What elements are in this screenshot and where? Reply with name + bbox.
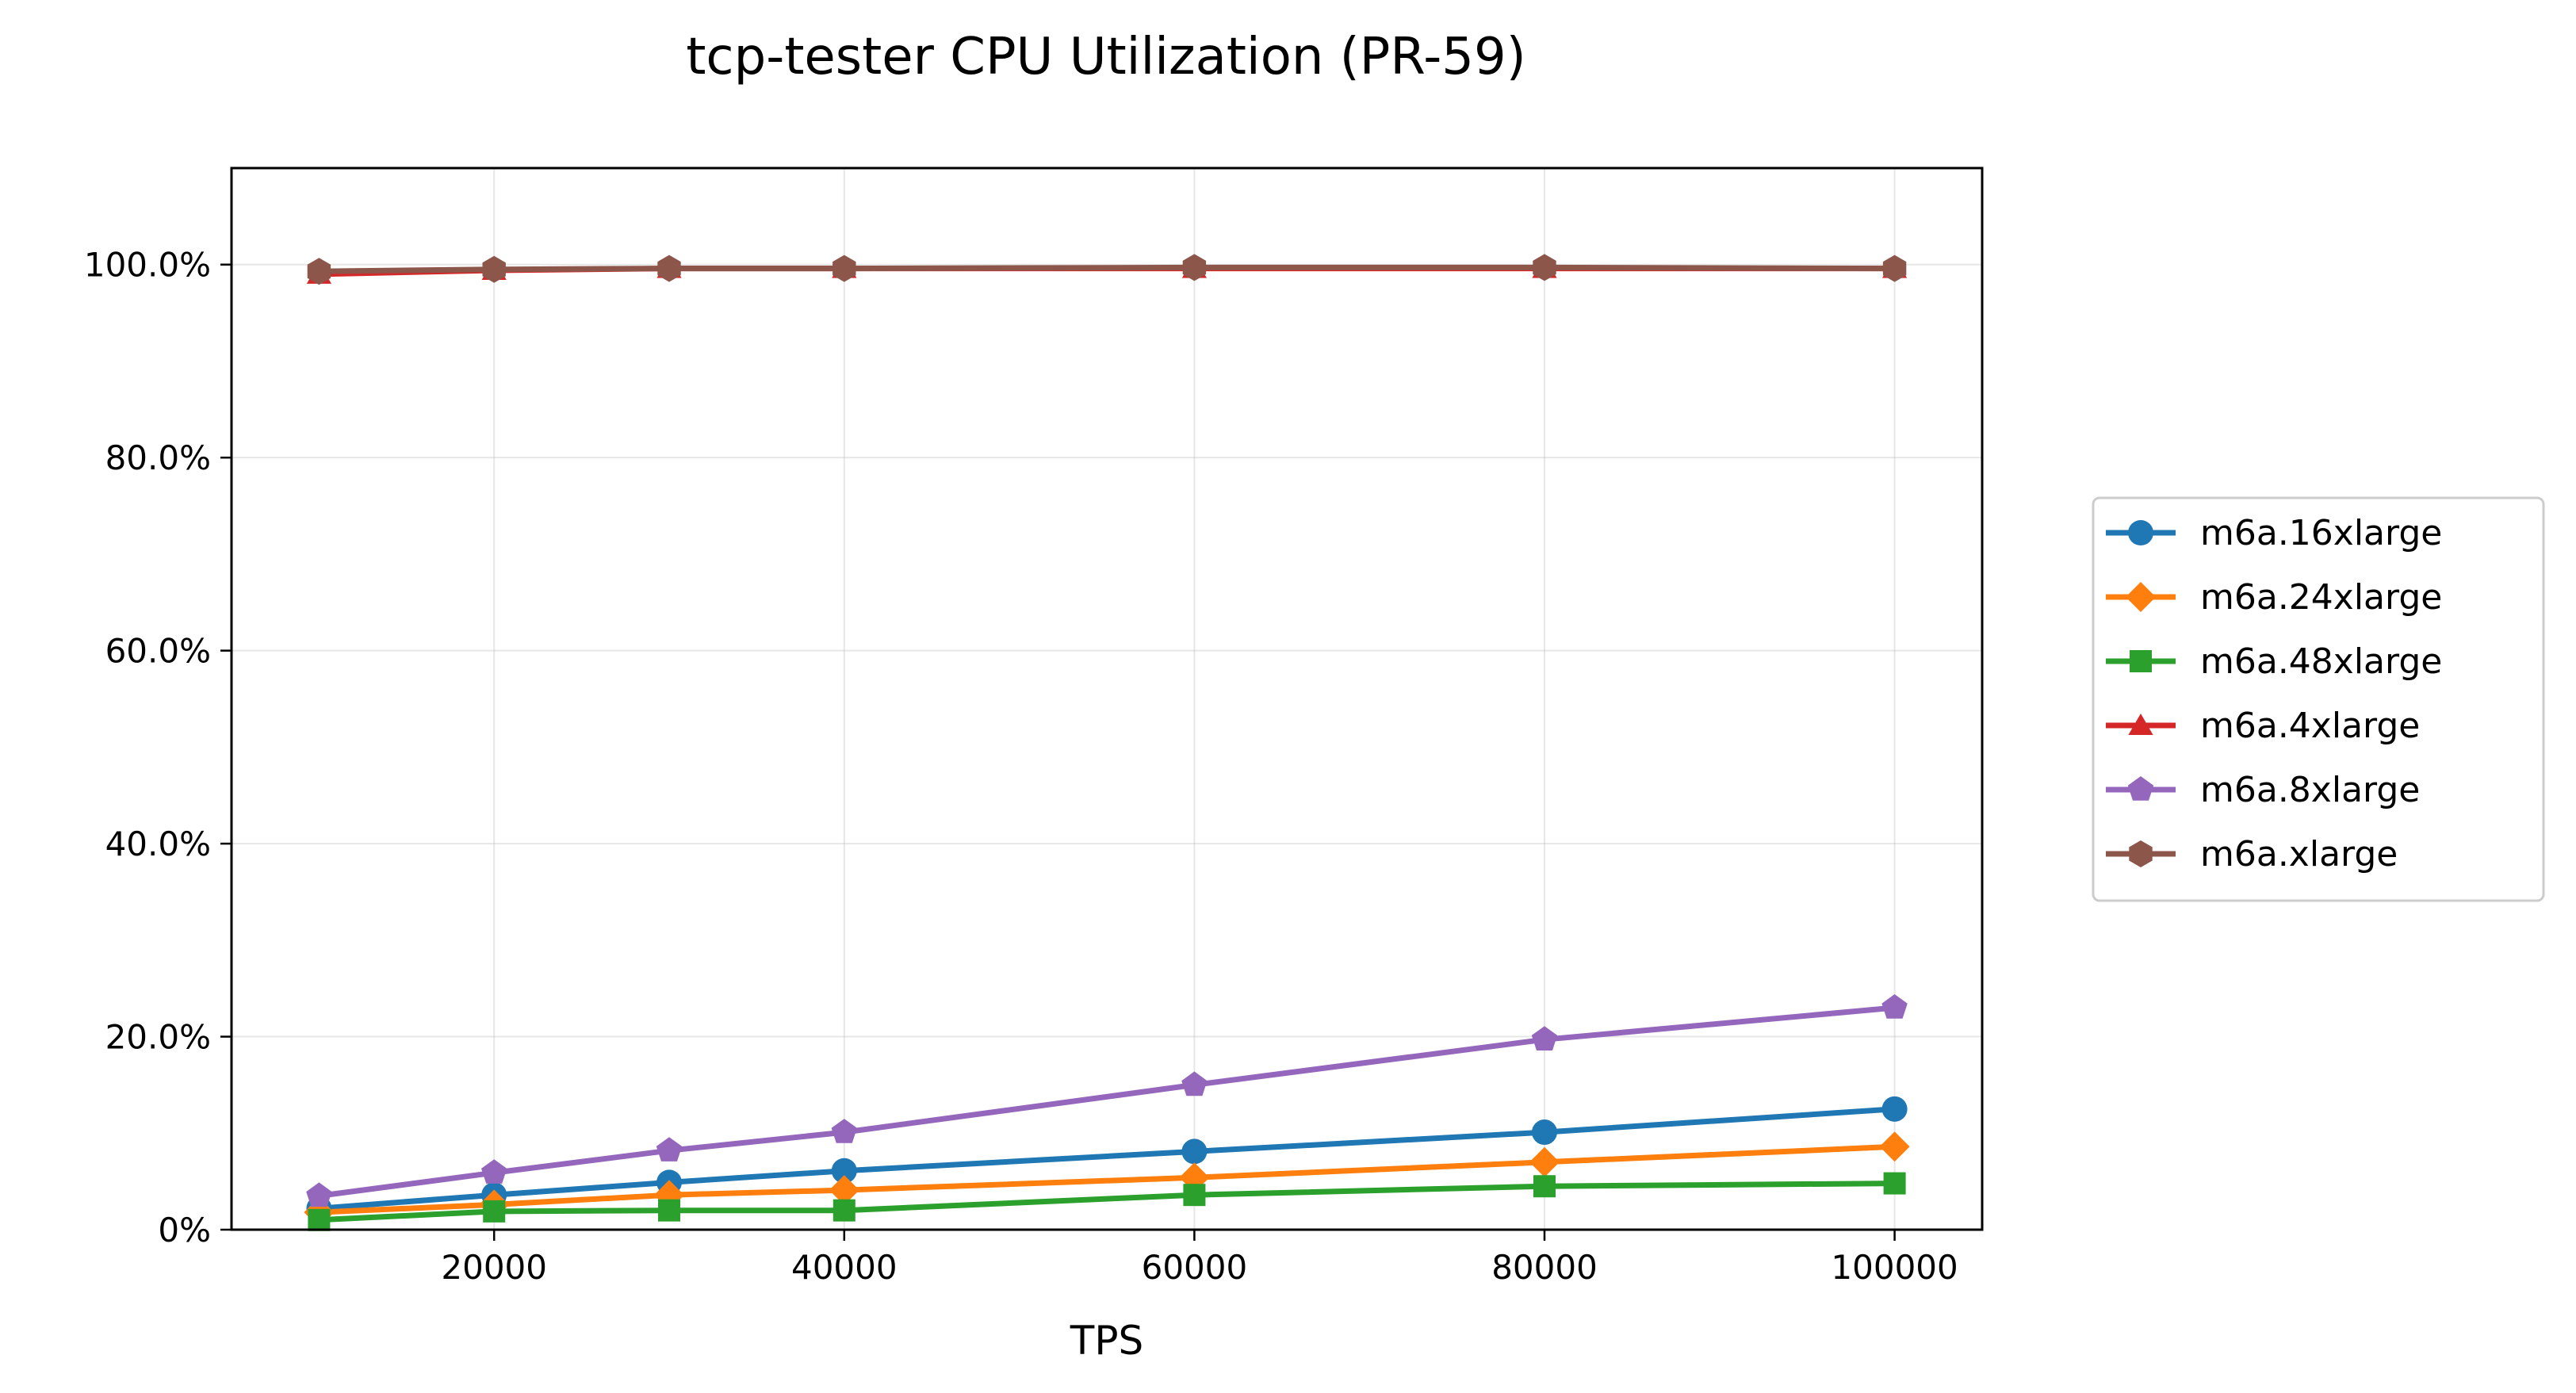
data-point-m6a.48xlarge <box>1533 1175 1556 1198</box>
data-point-m6a.48xlarge <box>483 1200 506 1223</box>
data-point-m6a.24xlarge <box>1879 1131 1910 1162</box>
x-tick-label: 40000 <box>791 1248 898 1287</box>
legend-marker-m6a.48xlarge <box>2130 650 2152 672</box>
y-tick-label: 40.0% <box>105 825 211 863</box>
x-tick-label: 20000 <box>441 1248 547 1287</box>
y-tick-label: 60.0% <box>105 632 211 671</box>
series-markers-m6a.xlarge <box>307 254 1907 285</box>
legend-marker-m6a.8xlarge <box>2127 776 2154 801</box>
data-point-m6a.8xlarge <box>1181 1071 1208 1096</box>
data-point-m6a.8xlarge <box>1531 1026 1558 1050</box>
legend-marker-m6a.xlarge <box>2129 840 2153 867</box>
legend: m6a.16xlarge m6a.24xlarge m6a.48xlarge m6a.… <box>2092 496 2545 902</box>
data-point-m6a.48xlarge <box>833 1199 855 1222</box>
data-point-m6a.xlarge <box>657 254 681 282</box>
data-point-m6a.8xlarge <box>656 1137 683 1161</box>
chart-title: tcp-tester CPU Utilization (PR-59) <box>686 28 1525 86</box>
plot-background <box>232 168 1982 1230</box>
legend-marker-m6a.16xlarge <box>2128 520 2153 545</box>
data-point-m6a.48xlarge <box>1183 1184 1206 1207</box>
data-point-m6a.48xlarge <box>308 1208 331 1231</box>
legend-marker-m6a.24xlarge <box>2126 582 2156 612</box>
data-point-m6a.24xlarge <box>1529 1146 1560 1177</box>
data-point-m6a.xlarge <box>307 258 331 285</box>
legend-label: m6a.16xlarge <box>2200 513 2442 553</box>
data-point-m6a.xlarge <box>482 255 506 283</box>
plot-frame <box>230 166 1984 1231</box>
data-point-m6a.8xlarge <box>831 1119 857 1143</box>
data-point-m6a.48xlarge <box>1883 1172 1906 1195</box>
data-point-m6a.8xlarge <box>306 1182 332 1207</box>
data-point-m6a.xlarge <box>1533 254 1556 281</box>
x-tick-label: 100000 <box>1831 1248 1958 1287</box>
y-tick-label: 0% <box>158 1211 211 1249</box>
legend-label: m6a.48xlarge <box>2200 641 2442 682</box>
data-point-m6a.8xlarge <box>1881 994 1908 1019</box>
series-markers <box>304 254 1910 1231</box>
data-point-m6a.xlarge <box>833 254 856 282</box>
data-point-m6a.48xlarge <box>658 1199 680 1222</box>
data-point-m6a.24xlarge <box>829 1175 859 1206</box>
x-axis: 20000 40000 60000 80000 100000 <box>441 1230 1958 1287</box>
plot-area <box>230 166 1984 1231</box>
x-tick-label: 80000 <box>1491 1248 1598 1287</box>
y-tick-label: 20.0% <box>105 1018 211 1057</box>
legend-label: m6a.4xlarge <box>2200 706 2420 746</box>
legend-label: m6a.xlarge <box>2200 834 2398 874</box>
legend-label: m6a.24xlarge <box>2200 577 2442 618</box>
data-point-m6a.16xlarge <box>831 1158 857 1184</box>
y-axis: 0% 20.0% 40.0% 60.0% 80.0% 100.0% <box>84 246 232 1249</box>
y-tick-label: 100.0% <box>84 246 211 285</box>
data-point-m6a.16xlarge <box>1881 1096 1908 1122</box>
data-point-m6a.xlarge <box>1882 254 1907 282</box>
data-point-m6a.8xlarge <box>481 1159 507 1184</box>
x-axis-title: TPS <box>1070 1318 1143 1364</box>
legend-marker-m6a.4xlarge <box>2128 714 2153 735</box>
series-markers-m6a.48xlarge <box>308 1172 1906 1231</box>
data-point-m6a.xlarge <box>1182 254 1207 281</box>
series-markers-m6a.8xlarge <box>306 994 1908 1207</box>
legend-frame <box>2092 496 2545 902</box>
data-point-m6a.16xlarge <box>1532 1119 1557 1146</box>
legend-label: m6a.8xlarge <box>2200 770 2420 810</box>
x-tick-label: 60000 <box>1142 1248 1248 1287</box>
y-tick-label: 80.0% <box>105 438 211 477</box>
data-point-m6a.16xlarge <box>1181 1139 1208 1165</box>
